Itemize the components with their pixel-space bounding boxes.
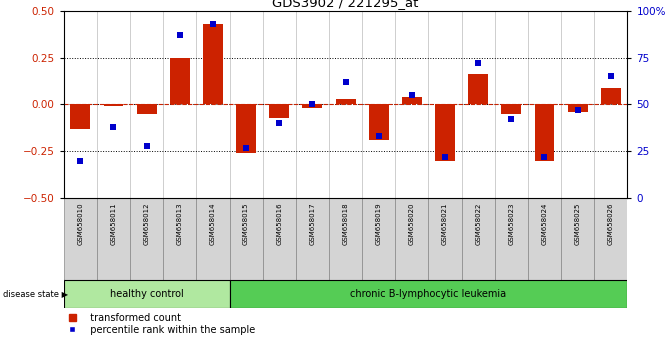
Text: GSM658014: GSM658014: [210, 202, 216, 245]
Bar: [130, 198, 163, 280]
Legend:   transformed count,   percentile rank within the sample: transformed count, percentile rank withi…: [68, 313, 256, 335]
Bar: [203, 24, 223, 104]
Bar: [296, 198, 329, 280]
Bar: [262, 198, 296, 280]
Text: GSM658021: GSM658021: [442, 202, 448, 245]
Bar: [103, 104, 123, 106]
Bar: [495, 198, 528, 280]
Text: GSM658024: GSM658024: [541, 202, 548, 245]
Text: GSM658013: GSM658013: [176, 202, 183, 245]
Bar: [535, 104, 554, 161]
Bar: [336, 99, 356, 104]
Bar: [395, 198, 429, 280]
Text: GSM658018: GSM658018: [343, 202, 348, 245]
Title: GDS3902 / 221295_at: GDS3902 / 221295_at: [272, 0, 419, 10]
Bar: [170, 57, 190, 104]
Bar: [303, 104, 322, 108]
Bar: [402, 97, 422, 104]
Bar: [269, 104, 289, 118]
Bar: [435, 104, 455, 161]
Text: GSM658019: GSM658019: [376, 202, 382, 245]
Bar: [97, 198, 130, 280]
Text: GSM658023: GSM658023: [509, 202, 515, 245]
Bar: [501, 104, 521, 114]
Bar: [229, 198, 262, 280]
Bar: [229, 280, 627, 308]
Text: GSM658025: GSM658025: [574, 202, 580, 245]
Bar: [70, 104, 91, 129]
Text: chronic B-lymphocytic leukemia: chronic B-lymphocytic leukemia: [350, 289, 507, 299]
Text: disease state ▶: disease state ▶: [3, 289, 68, 298]
Bar: [561, 198, 595, 280]
Bar: [64, 198, 97, 280]
Text: GSM658016: GSM658016: [276, 202, 282, 245]
Bar: [429, 198, 462, 280]
Text: GSM658010: GSM658010: [77, 202, 83, 245]
Bar: [236, 104, 256, 153]
Bar: [568, 104, 588, 112]
Bar: [64, 280, 229, 308]
Bar: [137, 104, 156, 114]
Text: GSM658026: GSM658026: [608, 202, 614, 245]
Text: GSM658022: GSM658022: [475, 202, 481, 245]
Bar: [362, 198, 395, 280]
Bar: [369, 104, 389, 140]
Bar: [595, 198, 627, 280]
Bar: [163, 198, 197, 280]
Bar: [197, 198, 229, 280]
Text: GSM658017: GSM658017: [309, 202, 315, 245]
Bar: [329, 198, 362, 280]
Text: healthy control: healthy control: [110, 289, 183, 299]
Text: GSM658020: GSM658020: [409, 202, 415, 245]
Text: GSM658012: GSM658012: [144, 202, 150, 245]
Bar: [528, 198, 561, 280]
Text: GSM658015: GSM658015: [243, 202, 249, 245]
Bar: [462, 198, 495, 280]
Bar: [468, 74, 488, 104]
Text: GSM658011: GSM658011: [111, 202, 117, 245]
Bar: [601, 87, 621, 104]
